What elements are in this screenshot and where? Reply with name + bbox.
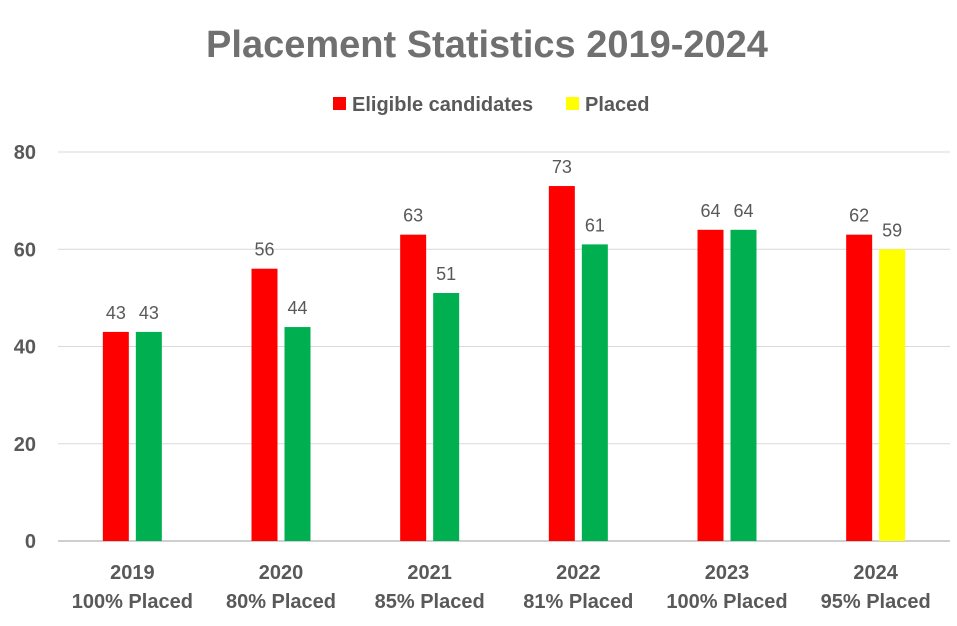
y-axis-ticks: 0 20 40 60 80 bbox=[14, 142, 36, 553]
data-label-eligible-2020: 56 bbox=[254, 240, 274, 260]
bar-eligible-2022 bbox=[548, 186, 575, 541]
x-tick-year-2019: 2019 bbox=[110, 562, 155, 584]
bar-eligible-2024 bbox=[846, 234, 873, 541]
legend-label-eligible: Eligible candidates bbox=[352, 94, 533, 116]
bar-eligible-2020 bbox=[251, 268, 278, 541]
data-label-placed-2022: 61 bbox=[585, 215, 605, 235]
y-tick-label-20: 20 bbox=[14, 434, 36, 456]
x-tick-rate-2019: 100% Placed bbox=[72, 591, 193, 613]
y-tick-label-80: 80 bbox=[14, 142, 36, 164]
legend-swatch-eligible bbox=[333, 97, 346, 110]
y-tick-label-40: 40 bbox=[14, 337, 36, 359]
x-tick-rate-2024: 95% Placed bbox=[821, 591, 931, 613]
x-tick-year-2020: 2020 bbox=[259, 562, 304, 584]
x-tick-year-2021: 2021 bbox=[407, 562, 452, 584]
data-label-eligible-2019: 43 bbox=[106, 303, 126, 323]
data-labels: 43 43 56 44 63 51 73 61 64 64 62 59 bbox=[106, 157, 902, 323]
data-label-placed-2023: 64 bbox=[733, 201, 753, 221]
data-label-placed-2020: 44 bbox=[287, 298, 307, 318]
legend-label-placed: Placed bbox=[585, 94, 649, 116]
x-tick-year-2024: 2024 bbox=[853, 562, 898, 584]
x-tick-rate-2020: 80% Placed bbox=[226, 591, 336, 613]
y-tick-label-60: 60 bbox=[14, 239, 36, 261]
bar-placed-2021 bbox=[433, 293, 460, 541]
data-label-eligible-2021: 63 bbox=[403, 206, 423, 226]
data-label-eligible-2022: 73 bbox=[552, 157, 572, 177]
x-tick-rate-2023: 100% Placed bbox=[666, 591, 787, 613]
data-label-eligible-2024: 62 bbox=[849, 206, 869, 226]
legend: Eligible candidates Placed bbox=[333, 94, 649, 116]
x-tick-rate-2022: 81% Placed bbox=[523, 591, 633, 613]
data-label-placed-2021: 51 bbox=[436, 264, 456, 284]
data-label-placed-2024: 59 bbox=[882, 220, 902, 240]
x-axis-ticks: 2019 100% Placed 2020 80% Placed 2021 85% Pla… bbox=[72, 562, 931, 613]
x-tick-year-2023: 2023 bbox=[705, 562, 750, 584]
legend-swatch-placed bbox=[566, 97, 579, 110]
y-tick-label-0: 0 bbox=[25, 531, 36, 553]
data-label-placed-2019: 43 bbox=[139, 303, 159, 323]
bars bbox=[102, 186, 906, 542]
x-tick-year-2022: 2022 bbox=[556, 562, 601, 584]
bar-placed-2020 bbox=[284, 327, 311, 541]
bar-placed-2022 bbox=[581, 244, 608, 541]
data-label-eligible-2023: 64 bbox=[700, 201, 720, 221]
gridlines bbox=[58, 151, 950, 542]
bar-eligible-2023 bbox=[697, 229, 724, 542]
x-tick-rate-2021: 85% Placed bbox=[375, 591, 485, 613]
bar-eligible-2019 bbox=[102, 331, 129, 541]
bar-placed-2024 bbox=[879, 249, 906, 541]
chart-title: Placement Statistics 2019-2024 bbox=[206, 24, 768, 66]
bar-placed-2023 bbox=[730, 229, 757, 542]
bar-placed-2019 bbox=[135, 331, 162, 541]
bar-eligible-2021 bbox=[400, 234, 427, 541]
